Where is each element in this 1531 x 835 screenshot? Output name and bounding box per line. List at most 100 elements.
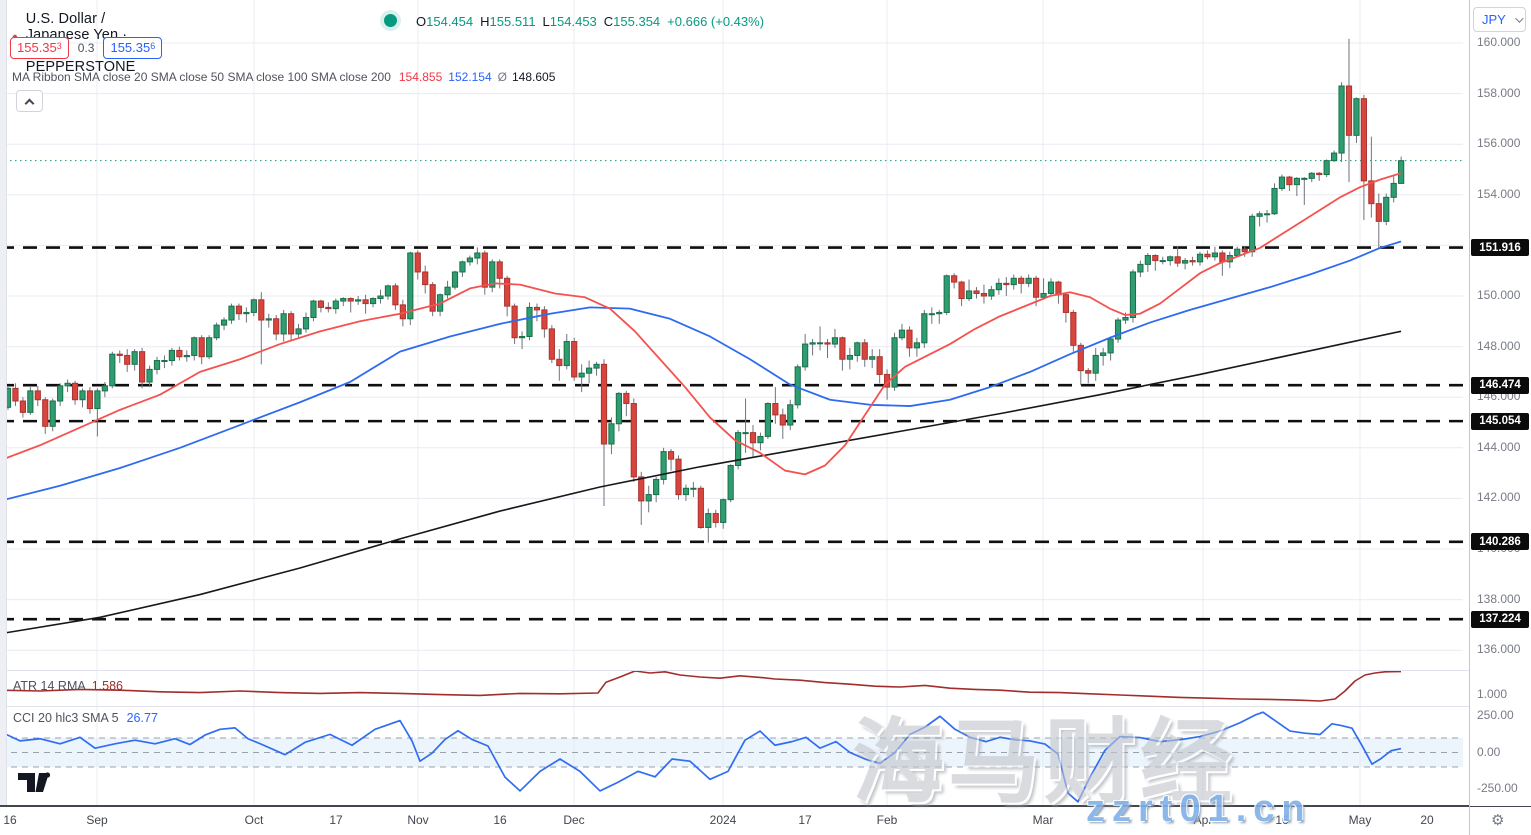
candle (317, 300, 324, 308)
price-tick: 136.000 (1477, 642, 1521, 657)
candle (891, 337, 898, 388)
candle (548, 328, 555, 360)
candle (563, 341, 570, 367)
time-tick: Apr (1193, 813, 1213, 827)
gear-icon[interactable]: ⚙ (1491, 811, 1505, 829)
candle (667, 451, 675, 460)
collapse-legend-button[interactable] (16, 90, 43, 112)
candle (749, 432, 757, 444)
candle (1122, 317, 1129, 321)
candle (973, 290, 980, 294)
candle (250, 299, 257, 313)
candle (1085, 370, 1092, 374)
candle (980, 292, 988, 297)
left-toolbar-strip (0, 0, 7, 806)
candle (772, 403, 779, 416)
candle (988, 289, 995, 297)
candle (1316, 172, 1323, 176)
cci-tick: -250.00 (1477, 780, 1518, 795)
candle (414, 252, 421, 273)
candle (1345, 85, 1353, 136)
tradingview-logo[interactable] (17, 772, 51, 794)
candle (191, 337, 198, 356)
candle (444, 286, 451, 296)
close-value: 155.354 (613, 14, 661, 29)
cci-indicator-legend[interactable]: CCI 20 hlc3 SMA 5 26.77 (13, 711, 158, 725)
candle (913, 342, 920, 349)
currency-toggle-button[interactable]: JPY (1473, 7, 1526, 32)
sma200-value: 148.605 (512, 70, 556, 84)
candle (541, 309, 548, 330)
time-tick: Mar (1032, 813, 1054, 827)
candle (928, 313, 935, 316)
ma-ribbon-legend[interactable]: MA Ribbon SMA close 20 SMA close 50 SMA … (12, 70, 555, 84)
ma-ribbon-params: MA Ribbon SMA close 20 SMA close 50 SMA … (12, 70, 391, 84)
candle (824, 342, 831, 345)
panel-separator[interactable] (0, 706, 1531, 707)
candle (518, 335, 526, 339)
low-label: L (542, 14, 550, 29)
candle (19, 400, 26, 413)
candle (64, 382, 71, 387)
candle (712, 513, 719, 523)
candle (1182, 260, 1189, 264)
price-tick: 148.000 (1477, 338, 1521, 353)
time-tick: 16 (1275, 813, 1289, 827)
candle (362, 299, 369, 305)
panel-separator[interactable] (0, 670, 1531, 671)
candle (332, 300, 339, 310)
time-tick: Dec (563, 813, 585, 827)
candle (623, 392, 630, 405)
cci-value: 26.77 (126, 711, 158, 725)
candle (1256, 213, 1263, 217)
cci-tick: 0.00 (1477, 744, 1501, 759)
candle (347, 298, 354, 302)
candle (1360, 98, 1368, 182)
candle (921, 313, 928, 344)
price-axis[interactable]: JPY 160.000158.000156.000154.000152.0001… (1470, 0, 1531, 806)
time-tick: 17 (798, 813, 812, 827)
price-axis-border (1469, 0, 1470, 835)
candle (1331, 152, 1338, 162)
price-tick: 138.000 (1477, 591, 1521, 606)
candle (1107, 338, 1114, 354)
candle (86, 390, 94, 410)
candle (586, 367, 593, 374)
candle (1286, 176, 1293, 186)
price-tick: 150.000 (1477, 288, 1521, 302)
candle (1152, 255, 1159, 262)
candle (243, 311, 250, 315)
candle (1033, 277, 1040, 298)
candlestick-chart-canvas[interactable] (0, 0, 1463, 806)
candle (1323, 160, 1330, 176)
candle (526, 306, 533, 337)
candle (310, 300, 317, 319)
candle (839, 337, 846, 360)
candle (571, 341, 578, 378)
candle (936, 311, 943, 315)
time-axis[interactable]: 16 Sep Oct 17 Nov 16 Dec 2024 17 Feb Mar Apr 16 May 20 (0, 807, 1469, 835)
time-tick: 2024 (709, 813, 737, 827)
candle (1174, 256, 1181, 264)
candle (831, 337, 839, 345)
atr-tick: 1.000 (1477, 687, 1508, 701)
candle (325, 306, 332, 310)
buy-button[interactable]: 155.35 6 (103, 37, 163, 59)
candle (176, 349, 183, 358)
candle (459, 261, 466, 273)
candle (451, 271, 459, 288)
currency-label: JPY (1482, 12, 1506, 27)
sell-button[interactable]: 155.35 3 (10, 37, 69, 59)
high-value: 155.511 (489, 14, 536, 29)
candle (1144, 255, 1151, 265)
candle (1129, 271, 1137, 319)
candle (1040, 292, 1047, 298)
atr-indicator-legend[interactable]: ATR 14 RMA 1.586 (13, 679, 123, 693)
cci-tick: 250.00 (1477, 708, 1514, 723)
candle (1070, 311, 1077, 346)
candle (682, 487, 690, 496)
candle (660, 451, 667, 480)
candle (384, 285, 392, 297)
candle (809, 342, 816, 345)
candle (1390, 182, 1397, 198)
